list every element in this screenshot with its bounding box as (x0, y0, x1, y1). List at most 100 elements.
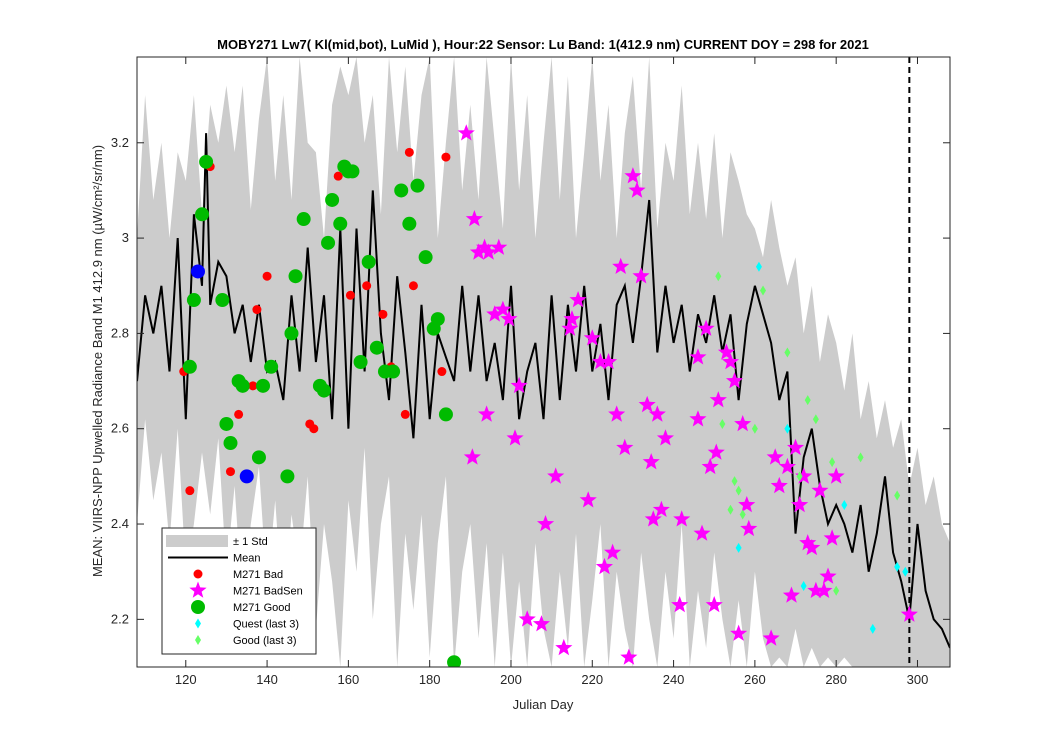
legend-item-4: M271 Good (191, 600, 290, 614)
good-point (333, 216, 348, 231)
good-point (280, 469, 295, 484)
good-point (321, 235, 336, 250)
badsen-point (778, 457, 796, 475)
badsen-point (787, 438, 805, 456)
badsen-point (486, 305, 504, 322)
x-tick-label: 240 (663, 672, 685, 687)
good-last3-point (751, 423, 758, 434)
badsen-point (612, 257, 630, 274)
y-tick-label: 2.4 (111, 516, 129, 531)
badsen-point (624, 167, 642, 184)
badsen-point (689, 410, 707, 427)
x-tick-label: 300 (907, 672, 929, 687)
badsen-point (819, 567, 837, 584)
badsen-point (717, 343, 735, 360)
good-last3-point (784, 347, 791, 358)
bad-point (345, 290, 355, 300)
legend-label: Mean (233, 553, 261, 565)
series-m271-blue (190, 264, 254, 484)
bad-point (441, 152, 451, 162)
quest-point (735, 542, 742, 553)
badsen-point (730, 624, 748, 641)
x-tick-label: 200 (500, 672, 522, 687)
good-point (418, 250, 433, 265)
legend-item-5: Quest (last 3) (195, 618, 299, 631)
good-point (361, 254, 376, 269)
x-tick-label: 160 (338, 672, 360, 687)
badsen-point (620, 648, 638, 665)
legend-label: M271 Bad (233, 569, 283, 581)
badsen-point (532, 615, 550, 632)
badsen-point (506, 429, 524, 446)
badsen-point (490, 238, 508, 255)
badsen-point (457, 124, 475, 141)
x-tick-label: 220 (581, 672, 603, 687)
good-point (447, 655, 462, 667)
quest-point (902, 566, 909, 577)
quest-point (869, 623, 876, 634)
bad-point (378, 309, 388, 319)
x-tick-label: 280 (825, 672, 847, 687)
badsen-point (799, 534, 817, 551)
x-tick-label: 180 (419, 672, 441, 687)
legend-item-0: ± 1 Std (166, 535, 268, 548)
badsen-point (782, 586, 800, 603)
badsen-point (547, 467, 565, 484)
badsen-point (766, 448, 784, 465)
badsen-point (762, 629, 780, 646)
good-last3-point (715, 271, 722, 282)
bad-point (262, 271, 272, 281)
badsen-point (811, 481, 829, 498)
badsen-point (591, 353, 609, 370)
good-point (325, 192, 340, 207)
series-good-last-3- (715, 271, 901, 596)
badsen-point (693, 524, 711, 541)
badsen-point (604, 543, 622, 560)
badsen-point (563, 310, 581, 327)
good-point (195, 207, 210, 222)
series-m271-badsen (457, 124, 918, 665)
badsen-point (638, 395, 656, 413)
badsen-point (815, 581, 833, 598)
good-point (386, 364, 401, 379)
badsen-point (500, 310, 518, 327)
badsen-point (726, 372, 744, 389)
legend-good-last3-swatch (195, 635, 201, 645)
badsen-point (827, 467, 845, 484)
bad-point (185, 486, 195, 496)
badsen-point (689, 348, 707, 365)
badsen-point (510, 376, 528, 394)
badsen-point (583, 329, 601, 346)
good-last3-point (727, 504, 734, 515)
badsen-point (734, 415, 752, 432)
legend-item-1: Mean (168, 553, 261, 565)
quest-point (894, 561, 901, 572)
bad-point (333, 171, 343, 181)
good-point (369, 340, 384, 355)
good-last3-point (719, 418, 726, 429)
badsen-point (494, 300, 512, 317)
good-point (402, 216, 417, 231)
badsen-point (707, 443, 725, 460)
good-point (296, 212, 311, 227)
good-point (251, 450, 266, 465)
legend-item-6: Good (last 3) (195, 635, 297, 647)
good-point (410, 178, 425, 193)
legend-item-3: M271 BadSen (189, 581, 303, 598)
good-last3-point (735, 485, 742, 496)
badsen-point (807, 581, 825, 598)
quest-point (784, 423, 791, 434)
badsen-point (465, 210, 483, 227)
bad-point (437, 367, 447, 377)
good-last3-point (812, 414, 819, 425)
legend-label: ± 1 Std (233, 536, 268, 548)
y-tick-label: 3 (122, 230, 129, 245)
bad-point (252, 305, 262, 315)
std-band (137, 57, 950, 667)
good-last3-point (731, 476, 738, 487)
bad-point (408, 281, 418, 291)
badsen-point (642, 453, 660, 470)
good-point (223, 436, 238, 451)
badsen-point (476, 238, 494, 255)
legend-box (161, 527, 317, 655)
